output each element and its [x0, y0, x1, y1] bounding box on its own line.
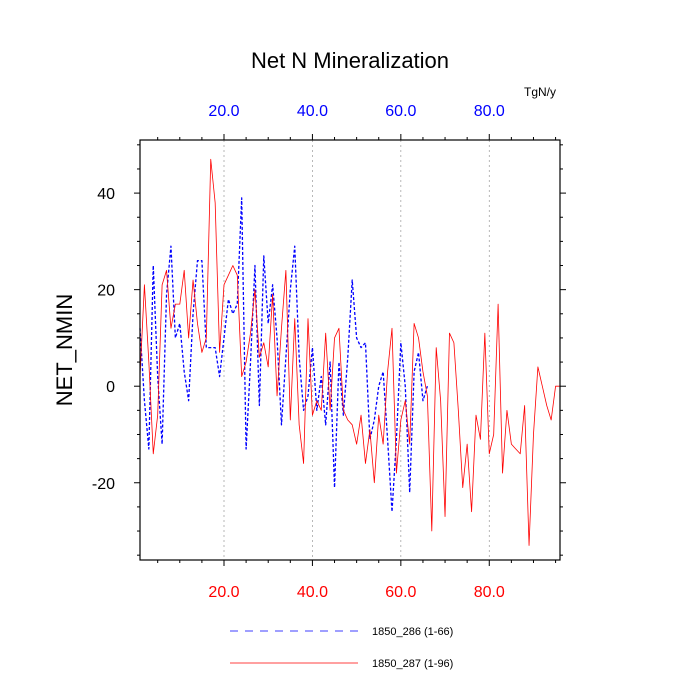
legend-label-series-2: 1850_287 (1-96)	[372, 658, 453, 670]
chart-title: Net N Mineralization	[251, 48, 449, 73]
x-tick-label-bottom-0: 20.0	[208, 584, 239, 601]
y-axis-label: NET_NMIN	[52, 294, 77, 406]
series-line-2	[139, 158, 560, 546]
series-layer	[139, 158, 560, 546]
x-tick-label-top-1: 40.0	[297, 103, 328, 120]
x-tick-label-bottom-1: 40.0	[297, 584, 328, 601]
y-tick-label-0: -20	[92, 476, 115, 493]
y-tick-label-1: 0	[106, 379, 115, 396]
x-tick-label-bottom-3: 80.0	[474, 584, 505, 601]
axis-labels: -20 0 20 40 20.0 40.0 60.0 80.0 20.0 40.0 60.0 80.0	[92, 103, 505, 601]
x-tick-label-top-3: 80.0	[474, 103, 505, 120]
y-tick-label-2: 20	[97, 283, 115, 300]
y-tick-label-3: 40	[97, 186, 115, 203]
x-tick-label-top-2: 60.0	[385, 103, 416, 120]
x-tick-label-top-0: 20.0	[208, 103, 239, 120]
legend: 1850_286 (1-66) 1850_287 (1-96)	[230, 626, 453, 670]
plot-frame	[139, 139, 561, 561]
legend-label-series-1: 1850_286 (1-66)	[372, 626, 453, 638]
x-tick-label-bottom-2: 60.0	[385, 584, 416, 601]
units-label: TgN/y	[524, 85, 556, 99]
series-line-1	[139, 197, 428, 513]
